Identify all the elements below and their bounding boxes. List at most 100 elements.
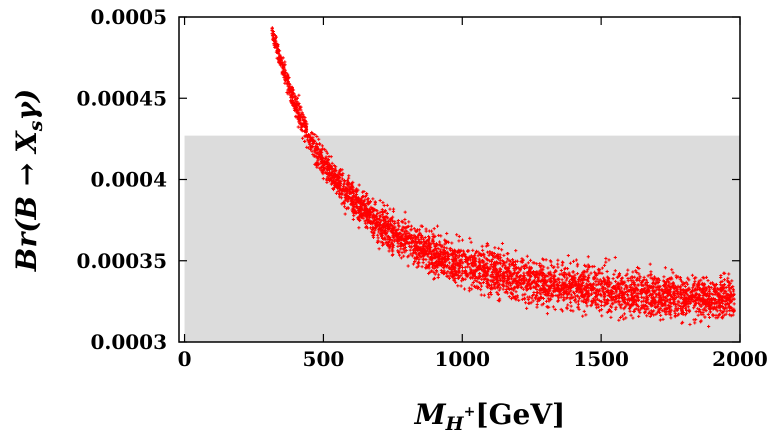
data-point — [720, 310, 724, 314]
data-point — [381, 200, 385, 205]
data-point — [442, 246, 446, 250]
data-point — [613, 279, 618, 284]
data-point — [582, 272, 586, 276]
data-point — [624, 316, 628, 320]
data-point — [725, 309, 729, 313]
data-point — [336, 189, 340, 194]
data-point — [711, 292, 715, 297]
data-point — [380, 218, 384, 222]
data-point — [707, 324, 711, 329]
data-point — [649, 270, 653, 274]
data-point — [519, 260, 523, 264]
data-point — [630, 286, 634, 290]
data-point — [357, 226, 361, 230]
data-point — [356, 200, 360, 204]
data-point — [300, 111, 304, 115]
data-point — [549, 286, 553, 290]
data-point — [732, 302, 736, 306]
data-point — [638, 311, 642, 315]
data-point — [674, 305, 678, 309]
data-point — [352, 213, 356, 218]
data-point — [478, 272, 482, 276]
data-point — [414, 234, 418, 239]
data-point — [293, 98, 297, 102]
x-tick-label: 500 — [303, 347, 345, 371]
data-point — [669, 316, 673, 320]
data-point — [476, 286, 480, 291]
data-point — [546, 284, 550, 288]
data-point — [594, 302, 598, 306]
data-point — [459, 284, 463, 288]
data-point — [452, 248, 457, 252]
data-point — [486, 243, 490, 247]
data-point — [722, 278, 727, 282]
data-point — [649, 304, 653, 308]
data-point — [322, 163, 326, 167]
data-point — [313, 133, 317, 137]
data-point — [658, 318, 662, 322]
data-point — [305, 122, 309, 126]
data-point — [728, 305, 732, 309]
data-point — [568, 261, 573, 265]
data-point — [332, 176, 336, 180]
data-point — [461, 249, 466, 253]
data-point — [427, 236, 432, 240]
data-point — [597, 298, 601, 303]
data-point — [371, 197, 375, 201]
data-point — [496, 271, 500, 275]
data-point — [338, 195, 342, 199]
data-point — [716, 316, 720, 320]
data-point — [457, 234, 461, 239]
data-point — [436, 275, 440, 280]
data-point — [295, 99, 299, 104]
data-point — [675, 308, 679, 312]
data-point — [600, 266, 604, 270]
data-point — [391, 207, 396, 211]
data-point — [515, 295, 519, 299]
data-point — [560, 260, 565, 264]
data-point — [637, 292, 641, 296]
data-point — [581, 314, 585, 318]
data-point — [626, 301, 630, 305]
data-point — [407, 231, 411, 235]
data-point — [358, 201, 362, 205]
data-point — [490, 257, 494, 262]
data-point — [689, 291, 693, 295]
data-point — [457, 239, 461, 243]
y-tick-label: 0.00035 — [77, 249, 167, 273]
data-point — [678, 275, 683, 280]
data-point — [560, 309, 565, 313]
data-point — [390, 253, 394, 257]
data-point — [702, 276, 706, 280]
data-point — [690, 273, 695, 277]
data-point — [495, 285, 499, 289]
data-point — [435, 224, 440, 228]
data-point — [362, 194, 366, 199]
data-point — [582, 309, 586, 313]
data-point — [473, 276, 477, 281]
data-point — [549, 297, 553, 301]
data-point — [544, 299, 549, 303]
data-point — [637, 314, 641, 319]
x-axis-label: MH+[GeV] — [414, 398, 566, 435]
data-point — [446, 257, 450, 261]
data-point — [581, 275, 585, 279]
data-point — [617, 287, 622, 291]
data-point — [403, 217, 407, 222]
data-point — [505, 278, 509, 283]
data-point — [719, 275, 723, 280]
data-point — [477, 257, 481, 261]
data-point — [626, 268, 630, 272]
data-point — [384, 214, 388, 218]
data-point — [673, 313, 677, 318]
data-point — [704, 286, 708, 290]
data-point — [474, 249, 479, 253]
data-point — [559, 295, 563, 299]
data-point — [642, 275, 646, 279]
data-point — [691, 299, 695, 304]
data-point — [597, 281, 601, 285]
data-point — [580, 291, 584, 295]
data-point — [552, 278, 556, 282]
data-point — [723, 271, 727, 275]
data-point — [482, 277, 486, 281]
